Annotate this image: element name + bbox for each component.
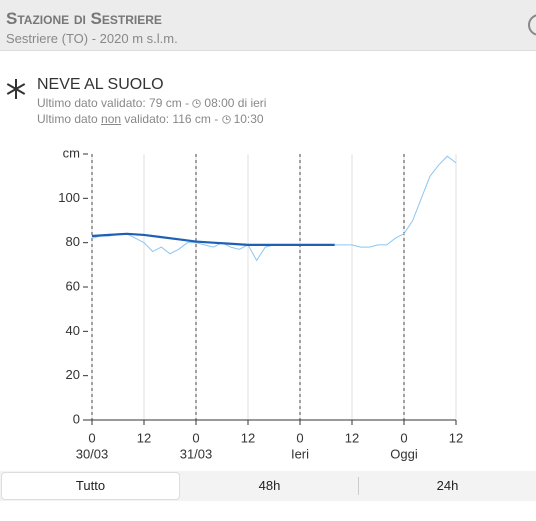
text: Ultimo dato validato: 79 cm -: [37, 96, 193, 110]
y-tick-label: 100: [58, 190, 80, 205]
unvalidated-line: Ultimo dato non validato: 116 cm - 10:30: [37, 112, 266, 126]
day-label: 31/03: [180, 446, 213, 461]
x-tick-label: 12: [345, 430, 359, 445]
chart: 0 20 40 60 80 100 cm 0 12 0 12 0 12 0 12 30/03 31/03 Ieri…: [58, 145, 463, 461]
tabs: Tutto 48h 24h: [0, 471, 536, 501]
y-tick-label: 0: [73, 411, 80, 426]
day-label: 30/03: [76, 446, 109, 461]
header: Stazione di Sestriere Sestriere (TO) - 2…: [0, 0, 536, 51]
y-tick-label: 40: [66, 323, 80, 338]
info-button[interactable]: [528, 14, 536, 36]
text: non: [101, 112, 122, 126]
tab[interactable]: 48h: [258, 478, 281, 493]
x-tick-label: 0: [400, 430, 407, 445]
y-tick-label: cm: [63, 145, 80, 160]
station-title: Stazione di Sestriere: [6, 9, 162, 28]
y-tick-label: 80: [66, 234, 80, 249]
x-tick-label: 0: [296, 430, 303, 445]
day-label: Oggi: [390, 446, 418, 461]
section-title: NEVE AL SUOLO: [37, 76, 164, 93]
text: Ultimo dato: [37, 112, 102, 126]
x-tick-label: 0: [192, 430, 199, 445]
snow-icon: [6, 79, 26, 99]
series-line: [91, 232, 335, 246]
clock-icon: [221, 115, 231, 124]
y-tick-label: 20: [66, 367, 80, 382]
text: validato: 116 cm -: [121, 112, 222, 126]
time: 10:30: [233, 112, 264, 126]
validated-line: Ultimo dato validato: 79 cm - 08:00 di i…: [37, 96, 266, 110]
tab[interactable]: 24h: [358, 477, 536, 495]
section: NEVE AL SUOLO Ultimo dato validato: 79 c…: [37, 76, 266, 126]
clock-icon: [192, 99, 202, 108]
station-subtitle: Sestriere (TO) - 2020 m s.l.m.: [6, 31, 178, 46]
x-tick-label: 12: [449, 430, 463, 445]
time: 08:00 di ieri: [204, 96, 267, 110]
x-tick-label: 12: [241, 430, 255, 445]
tab[interactable]: Tutto: [1, 472, 180, 500]
day-label: Ieri: [291, 446, 309, 461]
y-tick-label: 60: [66, 278, 80, 293]
x-tick-label: 0: [88, 430, 95, 445]
x-tick-label: 12: [137, 430, 151, 445]
